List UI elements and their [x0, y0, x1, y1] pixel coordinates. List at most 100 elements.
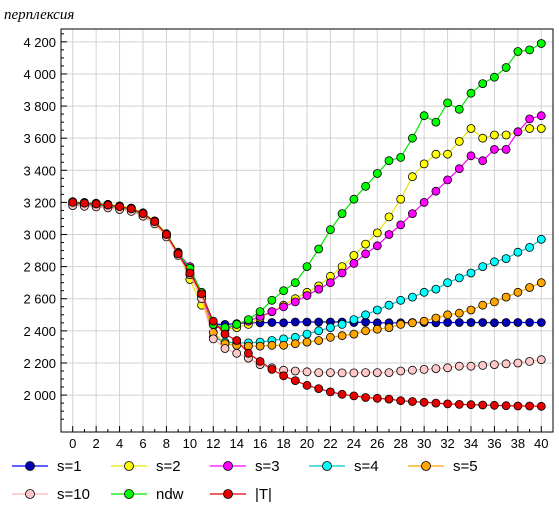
data-point: [396, 319, 406, 329]
data-point: [290, 297, 300, 307]
data-point: [384, 300, 394, 310]
data-point: [478, 400, 488, 410]
data-point: [513, 247, 523, 257]
data-point: [267, 318, 277, 327]
data-point: [161, 230, 171, 239]
data-point: [443, 310, 453, 320]
data-point: [150, 217, 160, 227]
data-point: [325, 332, 335, 342]
data-point: [513, 287, 523, 297]
data-point: [314, 326, 324, 336]
x-tick-label: 8: [163, 436, 170, 451]
y-tick-label: 4 200: [23, 35, 56, 50]
data-point: [454, 104, 464, 114]
y-axis-label: перплексия: [4, 7, 74, 23]
data-point: [501, 318, 511, 327]
legend-marker: [25, 461, 35, 471]
data-point: [255, 356, 265, 366]
data-point: [501, 401, 511, 411]
legend-label: |T|: [255, 486, 272, 503]
data-point: [536, 111, 546, 121]
data-point: [290, 366, 300, 376]
data-point: [431, 186, 441, 196]
data-point: [279, 371, 289, 381]
x-tick-label: 4: [116, 436, 123, 451]
data-point: [396, 220, 406, 230]
data-point: [489, 257, 499, 267]
x-tick-label: 40: [534, 436, 548, 451]
data-point: [302, 291, 312, 300]
data-point: [489, 130, 499, 140]
legend-label: s=4: [354, 458, 379, 475]
data-point: [419, 364, 429, 374]
y-tick-label: 3 400: [23, 163, 56, 178]
data-point: [68, 197, 78, 207]
x-tick-label: 36: [487, 436, 501, 451]
data-point: [290, 278, 300, 288]
y-tick-label: 3 800: [23, 99, 56, 114]
legend-item: s=1: [12, 458, 82, 475]
y-tick-label: 2 400: [23, 324, 56, 339]
data-point: [255, 307, 265, 317]
data-point: [407, 133, 417, 143]
x-tick-label: 24: [347, 436, 361, 451]
data-point: [454, 308, 464, 318]
data-point: [466, 305, 476, 315]
data-point: [489, 72, 499, 82]
data-point: [384, 394, 394, 404]
data-point: [302, 380, 312, 390]
data-point: [91, 199, 101, 209]
data-point: [337, 368, 347, 378]
x-tick-label: 12: [206, 436, 220, 451]
data-point: [501, 292, 511, 302]
data-point: [407, 318, 417, 328]
data-point: [267, 364, 277, 374]
data-point: [454, 318, 464, 327]
legend-label: s=3: [255, 458, 280, 475]
data-point: [513, 318, 523, 327]
data-point: [431, 313, 441, 323]
data-point: [232, 319, 242, 329]
data-point: [337, 319, 347, 329]
data-point: [337, 268, 347, 278]
data-point: [314, 368, 324, 378]
data-point: [384, 212, 394, 222]
data-point: [513, 358, 523, 368]
data-point: [279, 302, 289, 312]
data-point: [185, 268, 195, 278]
data-point: [314, 336, 324, 345]
data-point: [361, 317, 371, 327]
x-tick-label: 20: [300, 436, 314, 451]
data-point: [431, 364, 441, 374]
data-point: [443, 278, 453, 288]
data-point: [255, 341, 265, 351]
data-point: [349, 315, 359, 325]
data-point: [372, 169, 382, 178]
data-point: [243, 348, 253, 358]
data-point: [302, 329, 312, 339]
data-point: [478, 262, 488, 272]
data-point: [267, 340, 277, 350]
data-point: [372, 368, 382, 378]
data-point: [208, 316, 218, 326]
data-point: [396, 366, 406, 376]
data-point: [361, 181, 371, 191]
y-tick-label: 2 600: [23, 292, 56, 307]
data-point: [337, 389, 347, 399]
data-point: [232, 336, 242, 345]
data-point: [372, 305, 382, 315]
data-point: [536, 124, 546, 133]
data-point: [314, 244, 324, 254]
x-tick-label: 14: [229, 436, 243, 451]
data-point: [361, 310, 371, 320]
data-point: [501, 359, 511, 369]
data-point: [220, 344, 230, 353]
data-point: [466, 318, 476, 327]
data-point: [220, 329, 230, 339]
data-point: [443, 363, 453, 373]
data-point: [478, 318, 488, 327]
x-tick-label: 38: [511, 436, 525, 451]
x-tick-label: 32: [440, 436, 454, 451]
legend-label: ndw: [156, 486, 184, 503]
data-point: [454, 136, 464, 146]
